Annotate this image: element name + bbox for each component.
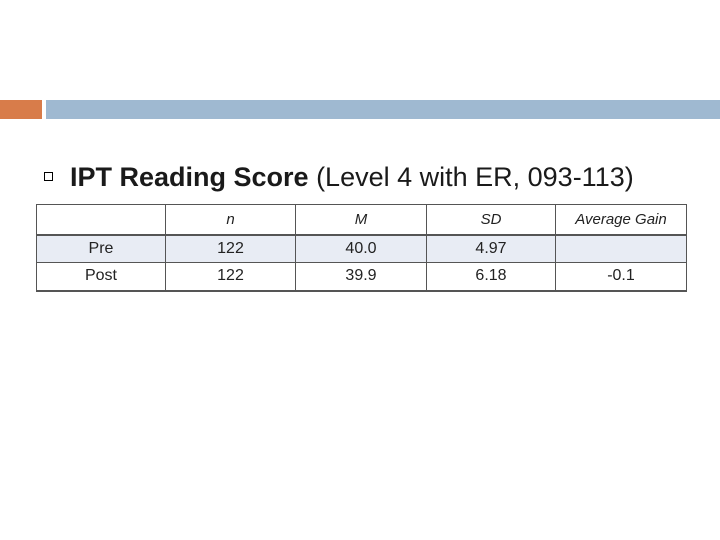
cell-average-gain	[555, 234, 687, 263]
cell-mean: 39.9	[295, 262, 427, 291]
title-bold-part: IPT Reading Score	[70, 162, 309, 192]
row-label: Pre	[36, 234, 166, 263]
table-row: Pre 122 40.0 4.97	[36, 234, 687, 263]
cell-average-gain: -0.1	[555, 262, 687, 291]
header-n: n	[165, 204, 296, 236]
accent-bar-orange	[0, 100, 42, 119]
slide-title: IPT Reading Score (Level 4 with ER, 093-…	[70, 157, 710, 209]
header-sd: SD	[426, 204, 556, 236]
header-blank	[36, 204, 166, 236]
cell-n: 122	[165, 262, 296, 291]
title-normal-part: (Level 4 with ER, 093-113)	[308, 162, 634, 192]
cell-mean: 40.0	[295, 234, 427, 263]
table-row: Post 122 39.9 6.18 -0.1	[36, 262, 687, 291]
checkbox-bullet-icon	[44, 172, 53, 181]
score-table: n M SD Average Gain Pre 122 40.0 4.97 Po…	[36, 204, 687, 292]
table-header-row: n M SD Average Gain	[36, 204, 687, 236]
cell-sd: 4.97	[426, 234, 556, 263]
header-mean: M	[295, 204, 427, 236]
cell-n: 122	[165, 234, 296, 263]
row-label: Post	[36, 262, 166, 291]
accent-bar-blue	[46, 100, 720, 119]
cell-sd: 6.18	[426, 262, 556, 291]
header-average-gain: Average Gain	[555, 204, 687, 236]
